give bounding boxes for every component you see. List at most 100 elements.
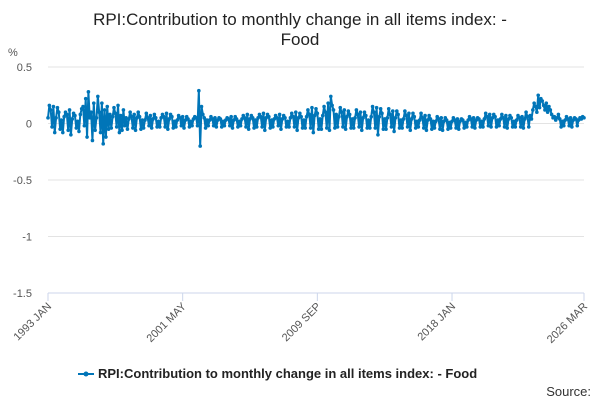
data-point xyxy=(248,117,252,121)
data-point xyxy=(195,123,200,128)
data-point xyxy=(59,118,64,122)
data-point xyxy=(582,116,586,120)
data-point xyxy=(178,116,182,120)
chart-title-line2: Food xyxy=(281,30,320,49)
data-point xyxy=(400,126,404,130)
data-point xyxy=(428,117,433,121)
data-point xyxy=(353,116,357,120)
data-point xyxy=(294,110,298,114)
data-point xyxy=(388,112,392,117)
data-point xyxy=(405,125,410,129)
data-point xyxy=(535,110,539,114)
data-point xyxy=(369,114,374,119)
data-point xyxy=(264,116,268,120)
data-point xyxy=(404,113,409,118)
x-tick-label: 1993 JAN xyxy=(11,301,54,344)
data-point xyxy=(376,133,380,137)
data-point xyxy=(170,114,174,119)
data-point xyxy=(163,125,167,129)
data-point xyxy=(419,111,423,116)
data-point xyxy=(407,111,411,116)
data-point xyxy=(500,112,504,117)
data-point xyxy=(207,118,212,122)
data-point xyxy=(108,112,112,117)
data-point xyxy=(89,110,93,114)
data-point xyxy=(368,126,372,130)
data-point xyxy=(420,116,425,120)
data-point xyxy=(537,105,542,110)
data-point xyxy=(320,113,325,118)
legend[interactable]: RPI:Contribution to monthly change in al… xyxy=(78,366,477,381)
data-point xyxy=(323,110,328,114)
data-point xyxy=(90,138,95,143)
data-point xyxy=(462,126,466,130)
data-point xyxy=(229,114,233,119)
data-point xyxy=(505,126,510,130)
data-point xyxy=(174,125,178,129)
data-point xyxy=(364,113,368,118)
data-point xyxy=(473,126,477,130)
data-point xyxy=(513,125,518,129)
data-point xyxy=(446,127,450,131)
data-point xyxy=(202,116,207,120)
data-point xyxy=(342,108,347,112)
data-point xyxy=(524,110,528,114)
data-point xyxy=(91,101,96,105)
data-point xyxy=(520,114,524,119)
data-point xyxy=(312,113,317,118)
data-point xyxy=(403,109,407,113)
data-point xyxy=(47,103,52,108)
data-point xyxy=(310,105,314,110)
data-point xyxy=(349,126,353,130)
data-point xyxy=(250,116,255,120)
data-point xyxy=(206,123,211,128)
data-point xyxy=(292,125,297,129)
data-point xyxy=(102,108,107,112)
data-point xyxy=(318,117,322,121)
data-point xyxy=(221,119,225,124)
data-point xyxy=(529,117,534,121)
y-axis-ticks: 0.5 0 -0.5 -1 -1.5 xyxy=(13,62,32,300)
data-point xyxy=(431,119,435,124)
data-point xyxy=(311,130,316,135)
data-point xyxy=(55,105,60,110)
data-point xyxy=(489,125,493,129)
data-point xyxy=(287,125,291,129)
data-point xyxy=(242,116,247,120)
data-point xyxy=(471,116,476,120)
data-point xyxy=(440,128,445,133)
data-point xyxy=(145,116,150,120)
data-point xyxy=(148,113,153,118)
data-point xyxy=(384,127,388,131)
data-point xyxy=(455,117,460,121)
y-tick-label: -0.5 xyxy=(13,175,32,187)
data-point xyxy=(66,128,70,133)
data-point xyxy=(105,104,110,109)
data-point xyxy=(532,101,536,105)
data-point xyxy=(536,93,541,98)
data-point xyxy=(300,126,305,130)
data-point xyxy=(316,127,321,131)
data-point xyxy=(327,128,332,133)
data-point xyxy=(159,116,163,120)
data-point xyxy=(390,109,395,113)
data-point xyxy=(337,114,341,119)
data-point xyxy=(341,125,345,129)
data-point xyxy=(284,125,289,129)
data-point xyxy=(357,125,361,129)
data-point xyxy=(335,125,340,129)
data-point xyxy=(162,114,166,119)
data-point xyxy=(469,117,473,121)
data-point xyxy=(238,123,243,128)
data-point xyxy=(153,116,158,120)
data-point xyxy=(296,116,301,120)
data-point xyxy=(96,94,100,99)
data-point xyxy=(442,119,446,124)
data-point xyxy=(490,116,495,120)
data-point xyxy=(289,111,294,116)
data-point xyxy=(355,112,360,117)
data-point xyxy=(124,116,128,120)
data-point xyxy=(477,117,481,121)
data-point xyxy=(543,108,547,112)
data-point xyxy=(254,125,259,129)
